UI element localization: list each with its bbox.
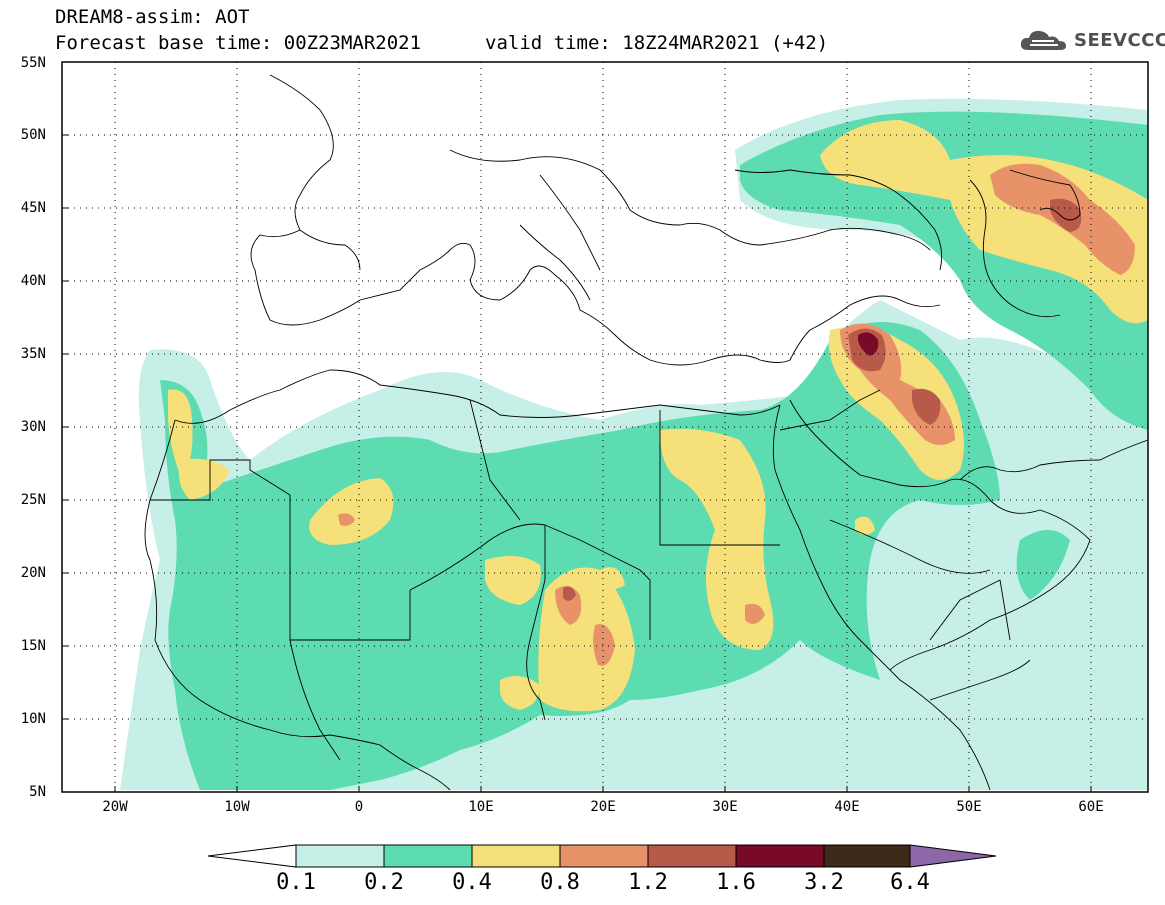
forecast-base-time: Forecast base time: 00Z23MAR2021 [55,32,422,54]
lat-label: 15N [20,638,46,654]
logo: SEEVCCC [1018,26,1165,54]
lon-label: 40E [834,799,860,815]
coastlines [144,74,1148,791]
colorbar-high-triangle [909,844,997,868]
lon-label: 50E [956,799,982,815]
lat-label: 20N [20,565,46,581]
logo-text: SEEVCCC [1074,29,1165,51]
gridlines [62,62,1148,792]
lat-label: 50N [20,127,46,143]
lat-label: 40N [20,273,46,289]
lat-label: 10N [20,711,46,727]
lon-label: 20W [102,799,128,815]
colorbar-cell [383,844,473,868]
colorbar-cell [823,844,911,868]
lon-label: 10W [224,799,250,815]
colorbar-cell [559,844,649,868]
colorbar-low-triangle [207,844,297,868]
lat-label: 5N [29,784,46,800]
axis-ticks [62,134,1092,792]
colorbar-cell [735,844,825,868]
colorbar-cell [295,844,385,868]
map-title: DREAM8-assim: AOT [55,6,250,28]
colorbar-label: 0.4 [452,870,492,895]
lon-label: 0 [354,799,364,815]
colorbar-label: 0.8 [540,870,580,895]
lat-label: 45N [20,200,46,216]
colorbar [207,844,997,868]
cloud-icon [1020,30,1066,50]
lat-label: 35N [20,346,46,362]
aot-band-1-6 [858,332,879,356]
lon-label: 10E [468,799,494,815]
colorbar-label: 0.1 [276,870,316,895]
lon-label: 60E [1078,799,1104,815]
colorbar-label: 0.2 [364,870,404,895]
lon-label: 20E [590,799,616,815]
lat-label: 25N [20,492,46,508]
lon-label: 30E [712,799,738,815]
lat-label: 55N [20,55,46,71]
colorbar-cell [471,844,561,868]
valid-time: valid time: 18Z24MAR2021 (+42) [485,32,829,54]
colorbar-label: 1.2 [628,870,668,895]
lat-label: 30N [20,419,46,435]
colorbar-label: 6.4 [890,870,930,895]
colorbar-label: 3.2 [804,870,844,895]
colorbar-cell [647,844,737,868]
aot-field [120,98,1148,790]
colorbar-label: 1.6 [716,870,756,895]
